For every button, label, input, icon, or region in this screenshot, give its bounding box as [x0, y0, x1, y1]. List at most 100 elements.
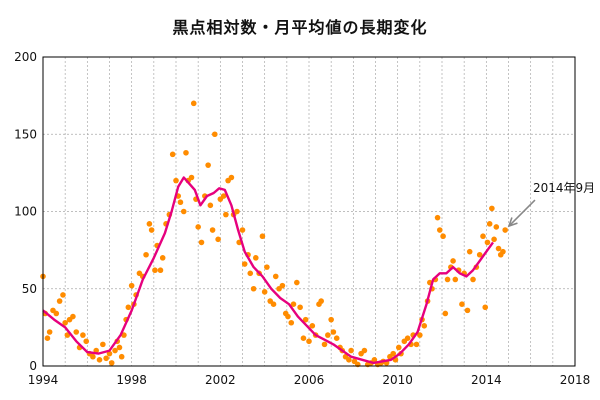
monthly-data-point — [90, 353, 96, 360]
monthly-data-point — [60, 292, 66, 298]
monthly-data-point — [118, 353, 125, 360]
monthly-data-point — [480, 233, 486, 240]
monthly-data-point — [261, 289, 268, 295]
monthly-data-point — [80, 332, 86, 338]
monthly-data-point — [491, 236, 497, 243]
monthly-data-point — [300, 335, 307, 341]
monthly-data-point — [328, 316, 334, 323]
monthly-data-point — [495, 245, 502, 252]
monthly-data-point — [70, 313, 76, 320]
monthly-data-point — [333, 335, 340, 341]
monthly-points-layer — [40, 100, 508, 368]
monthly-data-point — [205, 162, 211, 168]
monthly-data-point — [183, 149, 189, 156]
monthly-data-point — [143, 251, 149, 258]
monthly-data-point — [169, 151, 176, 158]
monthly-data-point — [444, 276, 451, 283]
x-tick-label: 2002 — [205, 373, 236, 387]
x-tick-label: 2006 — [294, 373, 325, 387]
monthly-data-point — [395, 344, 402, 351]
monthly-data-point — [486, 221, 493, 227]
monthly-data-point — [493, 224, 500, 230]
monthly-data-point — [195, 224, 201, 230]
monthly-data-point — [417, 332, 423, 338]
monthly-data-point — [450, 258, 456, 264]
monthly-data-point — [106, 350, 113, 357]
monthly-data-point — [220, 193, 227, 199]
monthly-data-point — [152, 267, 158, 274]
annotation-label: 2014年9月 — [533, 181, 595, 195]
monthly-data-point — [413, 341, 420, 348]
monthly-data-point — [157, 267, 164, 274]
y-tick-label: 100 — [14, 205, 37, 219]
annotation-layer: 2014年9月 — [507, 181, 595, 228]
monthly-data-point — [476, 251, 483, 258]
monthly-data-point — [73, 329, 80, 335]
x-tick-label: 2018 — [560, 373, 591, 387]
monthly-data-point — [361, 347, 368, 354]
monthly-data-point — [116, 344, 123, 351]
monthly-data-point — [188, 174, 195, 181]
monthly-data-point — [318, 298, 324, 304]
monthly-data-point — [125, 304, 132, 311]
monthly-data-point — [500, 248, 506, 255]
monthly-data-point — [466, 248, 473, 255]
monthly-data-point — [442, 310, 449, 317]
monthly-data-point — [44, 335, 51, 341]
monthly-data-point — [264, 264, 270, 270]
monthly-data-point — [290, 301, 297, 308]
annotation-arrow-head — [507, 217, 518, 228]
monthly-data-point — [330, 329, 337, 335]
monthly-data-point — [223, 211, 229, 218]
monthly-data-point — [309, 323, 316, 329]
monthly-data-point — [253, 255, 259, 261]
monthly-data-point — [489, 205, 495, 212]
monthly-data-point — [348, 347, 354, 354]
monthly-data-point — [177, 199, 184, 206]
monthly-data-point — [96, 357, 103, 363]
monthly-data-point — [440, 233, 446, 240]
monthly-data-point — [207, 202, 214, 209]
smoothed-line — [42, 176, 494, 365]
monthly-data-point — [294, 279, 300, 286]
monthly-data-point — [390, 350, 397, 357]
x-tick-label: 1994 — [28, 373, 59, 387]
y-tick-label: 150 — [14, 127, 37, 141]
monthly-data-point — [241, 261, 248, 267]
monthly-data-point — [434, 214, 441, 221]
monthly-data-point — [459, 301, 465, 308]
monthly-data-point — [146, 221, 153, 227]
monthly-data-point — [62, 319, 68, 326]
monthly-data-point — [470, 276, 476, 283]
y-tick-label: 0 — [29, 359, 37, 373]
monthly-data-point — [103, 355, 109, 362]
monthly-data-point — [211, 131, 218, 138]
monthly-data-point — [228, 174, 235, 181]
monthly-data-point — [346, 357, 352, 363]
x-tick-label: 2014 — [471, 373, 502, 387]
monthly-data-point — [321, 341, 328, 348]
grid-layer — [43, 57, 575, 366]
monthly-data-point — [464, 307, 471, 314]
monthly-data-point — [436, 227, 443, 233]
monthly-data-point — [302, 316, 309, 323]
monthly-data-point — [421, 323, 428, 329]
monthly-data-point — [306, 338, 312, 345]
monthly-data-point — [371, 357, 378, 363]
annotation-arrow-line — [508, 199, 536, 227]
y-tick-label: 50 — [22, 282, 37, 296]
monthly-data-point — [198, 239, 205, 246]
smoothed-line-layer — [42, 176, 494, 365]
monthly-data-point — [270, 301, 277, 308]
monthly-data-point — [209, 227, 216, 233]
monthly-data-point — [190, 100, 197, 107]
plot-frame — [42, 56, 576, 367]
x-tick-label: 2010 — [382, 373, 413, 387]
monthly-data-point — [250, 285, 257, 292]
monthly-data-point — [285, 313, 291, 320]
monthly-data-point — [247, 270, 254, 277]
monthly-data-point — [452, 276, 459, 283]
monthly-data-point — [234, 208, 240, 215]
monthly-data-point — [279, 282, 286, 289]
